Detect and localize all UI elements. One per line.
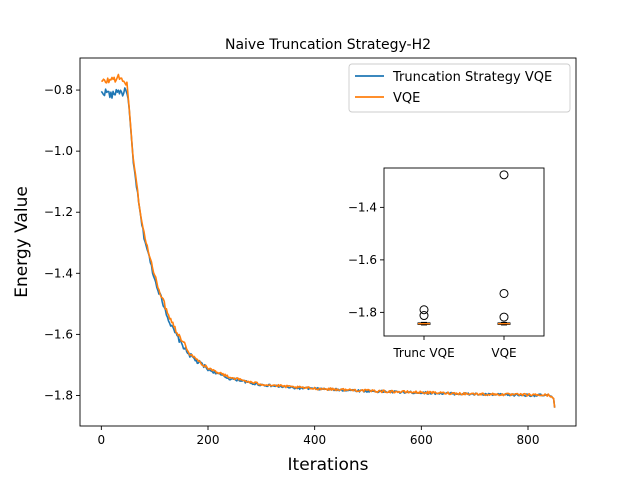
inset-x-tick-label: VQE [491,346,516,360]
y-tick-label: −1.0 [44,144,73,158]
inset-y-tick-label: −1.6 [348,253,377,267]
legend-label-vqe: VQE [393,91,420,106]
x-tick-label: 600 [410,433,433,447]
y-tick-label: −1.2 [44,205,73,219]
legend-label-truncation: Truncation Strategy VQE [392,70,552,85]
x-tick-label: 400 [303,433,326,447]
y-axis-label: Energy Value [12,186,32,298]
inset-x-tick-label: Trunc VQE [392,346,454,360]
box-outlier [499,170,509,180]
inset-boxes [417,170,511,326]
y-tick-label: −1.4 [44,266,73,280]
main-plot-lines [100,73,556,408]
main-axes-ticks: 0 200 400 600 800 −1.8 −1.6 −1.4 −1.2 −1.0 −0.8 [44,83,540,447]
box-outlier [419,305,429,315]
inset-background [384,168,544,336]
legend-frame [348,63,571,113]
boxplot-trunc-vqe [417,305,431,326]
legend: Truncation Strategy VQE VQE [348,63,571,113]
y-tick-label: −0.8 [44,83,73,97]
main-axes-frame [79,57,577,427]
x-tick-label: 800 [517,433,540,447]
x-tick-label: 0 [98,433,106,447]
inset-y-tick-label: −1.8 [348,305,377,319]
boxplot-vqe [497,170,511,326]
series-line-vqe [101,73,556,408]
inset-axes-ticks: −1.8 −1.6 −1.4 Trunc VQE VQE [348,200,517,360]
x-axis-label: Iterations [288,455,369,475]
y-tick-label: −1.8 [44,388,73,402]
box-outlier [419,311,429,321]
box-outlier [499,312,509,322]
inset-axes-frame [383,167,545,337]
chart-title: Naive Truncation Strategy-H2 [225,37,431,53]
x-tick-label: 200 [197,433,220,447]
inset-boxplot: −1.8 −1.6 −1.4 Trunc VQE VQE [348,167,545,360]
y-tick-label: −1.6 [44,327,73,341]
box-outlier [499,288,509,298]
inset-y-tick-label: −1.4 [348,200,377,214]
